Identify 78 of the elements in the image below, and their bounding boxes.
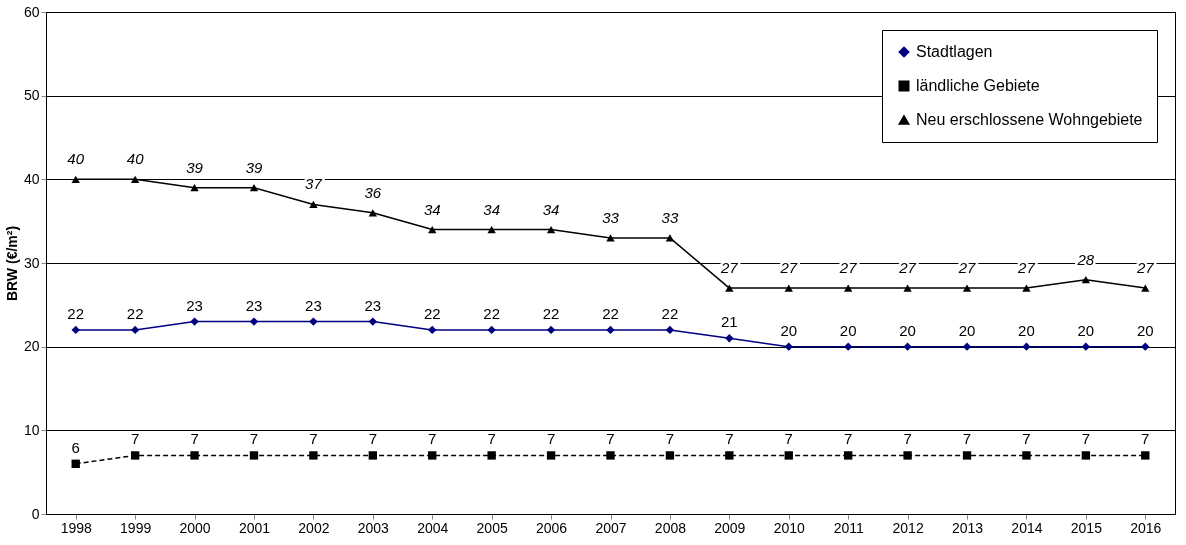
data-label: 6 <box>71 438 80 456</box>
data-label: 36 <box>364 183 382 201</box>
x-tick-label: 2015 <box>1070 519 1103 536</box>
data-label: 7 <box>546 430 556 448</box>
data-label: 22 <box>483 304 500 322</box>
data-label: 20 <box>780 321 798 339</box>
x-tick-label: 2006 <box>536 519 568 536</box>
data-label: 7 <box>962 430 972 448</box>
data-label: 34 <box>542 200 560 218</box>
data-label: 40 <box>126 150 145 168</box>
data-label: 39 <box>186 158 204 176</box>
data-label: 33 <box>602 208 620 226</box>
data-label: 7 <box>1141 430 1150 448</box>
data-label: 20 <box>899 321 916 339</box>
data-label: 7 <box>665 430 675 448</box>
y-axis-title: BRW (€/m²) <box>3 225 20 302</box>
x-tick-label: 2008 <box>654 519 687 536</box>
data-label: 22 <box>126 304 144 322</box>
data-label: 34 <box>483 200 500 218</box>
data-label: 7 <box>725 430 734 448</box>
data-label: 33 <box>661 208 679 226</box>
data-label: 22 <box>661 304 679 322</box>
data-label: 7 <box>903 430 912 448</box>
data-label: 7 <box>130 430 140 448</box>
data-label: 7 <box>606 430 615 448</box>
x-tick-label: 2003 <box>357 519 390 536</box>
data-label: 22 <box>542 304 560 322</box>
data-label: 7 <box>249 430 259 448</box>
y-tick-label: 10 <box>23 421 40 438</box>
x-tick-label: 2001 <box>238 519 271 536</box>
data-label: 21 <box>721 313 738 331</box>
x-tick-label: 2016 <box>1130 519 1162 536</box>
x-tick-label: 2013 <box>951 519 984 536</box>
x-tick-label: 2000 <box>179 519 211 536</box>
x-tick-label: 2010 <box>773 519 806 536</box>
data-label: 22 <box>602 304 619 322</box>
data-label: 7 <box>368 430 377 448</box>
data-label: 7 <box>190 430 199 448</box>
data-label: 23 <box>364 296 382 314</box>
data-label: 34 <box>423 200 441 218</box>
x-tick-label: 2014 <box>1011 519 1043 536</box>
data-label: 40 <box>67 150 85 168</box>
data-label: 39 <box>245 158 263 176</box>
data-label: 7 <box>487 430 496 448</box>
x-tick-label: 2007 <box>595 519 627 536</box>
data-label: 20 <box>1136 321 1154 339</box>
data-label: 20 <box>958 321 976 339</box>
x-tick-label: 2011 <box>833 519 864 536</box>
x-tick-label: 2002 <box>298 519 330 536</box>
data-label: 7 <box>309 430 318 448</box>
data-label: 7 <box>428 430 437 448</box>
y-tick-label: 40 <box>23 170 40 187</box>
x-tick-label: 2004 <box>417 519 449 536</box>
data-label: 23 <box>305 296 322 314</box>
data-label: 23 <box>186 296 203 314</box>
y-tick-label: 30 <box>23 254 40 271</box>
legend-label: Neu erschlossene Wohngebiete <box>916 111 1143 128</box>
y-tick-label: 0 <box>31 505 40 522</box>
data-label: 22 <box>423 304 441 322</box>
legend-label: ländliche Gebiete <box>916 77 1040 94</box>
data-label: 22 <box>67 304 85 322</box>
data-label: 7 <box>1081 430 1091 448</box>
y-tick-label: 20 <box>23 338 40 355</box>
x-tick-label: 2009 <box>714 519 746 536</box>
data-label: 20 <box>1018 321 1035 339</box>
data-label: 7 <box>844 430 853 448</box>
data-label: 7 <box>1022 430 1031 448</box>
data-label: 7 <box>784 430 793 448</box>
legend-label: Stadtlagen <box>916 43 993 60</box>
x-tick-label: 2012 <box>892 519 924 536</box>
data-label: 20 <box>839 321 857 339</box>
y-tick-label: 60 <box>23 3 40 20</box>
data-label: 23 <box>245 296 263 314</box>
data-label: 20 <box>1077 321 1095 339</box>
x-tick-label: 2005 <box>476 519 508 536</box>
x-tick-label: 1999 <box>120 519 152 536</box>
x-tick-label: 1998 <box>60 519 92 536</box>
y-tick-label: 50 <box>23 87 40 104</box>
